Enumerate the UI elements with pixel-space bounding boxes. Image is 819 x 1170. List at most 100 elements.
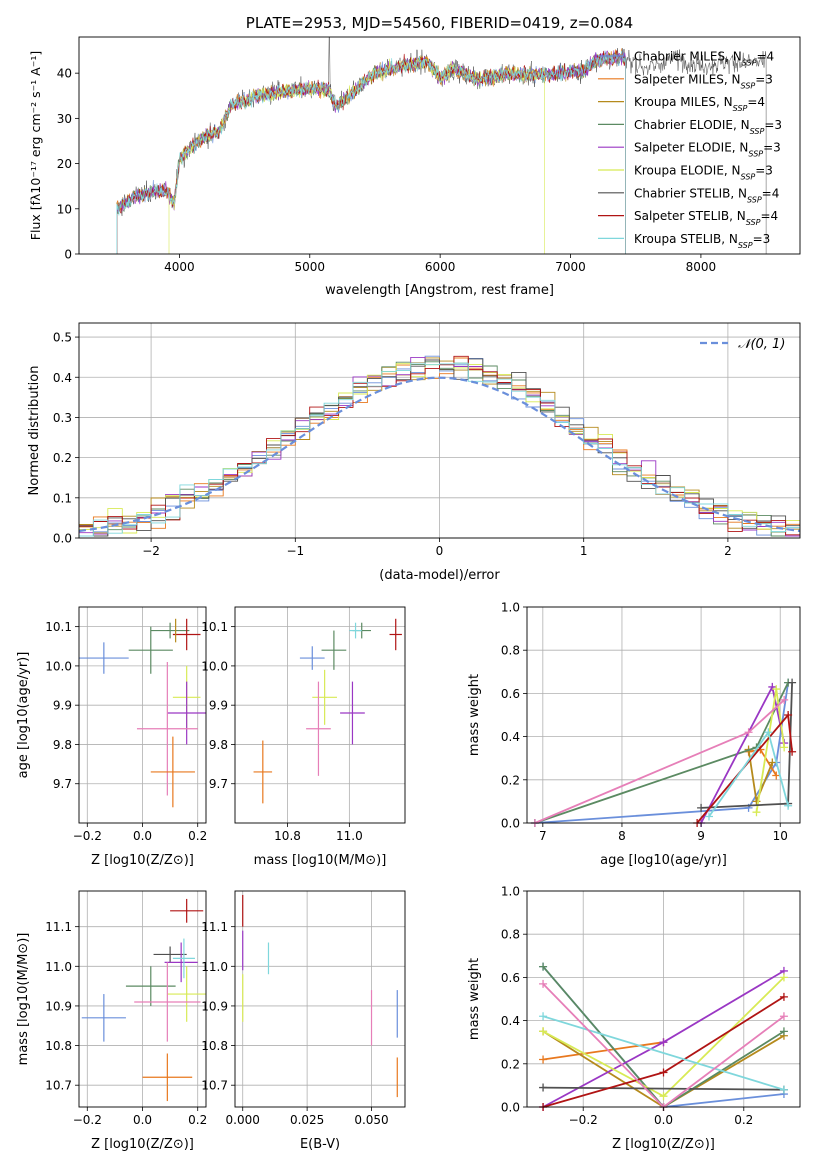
plus-marker — [764, 728, 773, 737]
plus-marker — [788, 747, 797, 756]
plus-marker — [659, 1068, 668, 1077]
legend-label: Kroupa STELIB, NSSP=3 — [634, 232, 770, 250]
y-tick-label: 10.0 — [201, 659, 228, 673]
error-bar-point — [79, 642, 129, 674]
x-tick-label: 7000 — [555, 260, 586, 274]
histograms — [79, 355, 800, 537]
x-axis-label: mass [log10(M/M⊙)] — [254, 853, 387, 868]
y-tick-label: 9.8 — [53, 738, 72, 752]
x-tick-label: 0.2 — [188, 829, 207, 843]
y-tick-label: 0.0 — [53, 532, 72, 546]
plus-marker — [539, 979, 548, 988]
y-tick-label: 0.6 — [501, 971, 520, 985]
legend-label: Salpeter ELODIE, NSSP=3 — [634, 141, 781, 159]
y-tick-label: 0.0 — [501, 817, 520, 831]
y-tick-label: 0.2 — [501, 1057, 520, 1071]
y-tick-label: 9.7 — [209, 777, 228, 791]
x-tick-label: 0.2 — [734, 1113, 753, 1127]
legend-label: Salpeter MILES, NSSP=3 — [634, 72, 773, 90]
y-tick-label: 9.9 — [53, 699, 72, 713]
chart-title: PLATE=2953, MJD=54560, FIBERID=0419, z=0… — [246, 14, 633, 32]
x-axis-label: Z [log10(Z/Z⊙)] — [91, 853, 194, 868]
y-tick-label: 0.2 — [53, 451, 72, 465]
x-tick-label: −0.2 — [73, 829, 102, 843]
x-tick-label: −0.2 — [569, 1113, 598, 1127]
x-axis-label: Z [log10(Z/Z⊙)] — [612, 1137, 715, 1152]
panel-mass-vs-Z: −0.2 0.0 0.2 10.7 10.8 10.9 11.0 11.1 — [45, 890, 207, 1127]
x-tick-label: 1 — [580, 544, 588, 558]
error-bar-point — [340, 681, 365, 745]
plus-marker — [779, 1085, 788, 1094]
plus-marker — [784, 801, 793, 810]
y-tick-label: 0.3 — [53, 411, 72, 425]
y-tick-label: 10.8 — [45, 1039, 72, 1053]
normal-curve — [79, 376, 800, 533]
x-axis-label: Z [log10(Z/Z⊙)] — [91, 1137, 194, 1152]
error-bar-point — [81, 994, 126, 1042]
plus-marker — [788, 678, 797, 687]
error-bar-point — [167, 966, 206, 1022]
legend-label: Chabrier MILES, NSSP=4 — [634, 50, 774, 68]
x-tick-label: −2 — [142, 544, 160, 558]
plus-marker — [539, 962, 548, 971]
legend-label: Kroupa ELODIE, NSSP=3 — [634, 164, 773, 182]
plus-marker — [659, 1038, 668, 1047]
x-tick-label: 4000 — [164, 260, 195, 274]
y-tick-label: 10.9 — [45, 999, 72, 1013]
y-tick-label: 40 — [57, 67, 72, 81]
mass-weight-line — [534, 682, 789, 824]
y-tick-label: 9.7 — [53, 777, 72, 791]
plus-marker — [744, 728, 753, 737]
plus-marker — [659, 1092, 668, 1101]
y-tick-label: 11.0 — [45, 960, 72, 974]
y-axis-label: Normed distribution — [27, 366, 42, 496]
x-tick-label: 0.025 — [290, 1113, 324, 1127]
error-bar-point — [349, 622, 362, 639]
y-tick-label: 11.0 — [201, 960, 228, 974]
error-bar-point — [125, 966, 176, 1006]
error-bar-point — [128, 626, 173, 674]
error-bar-point — [389, 618, 402, 651]
panel-mass-weight-vs-Z: −0.2 0.0 0.2 0.0 0.2 0.4 0.6 0.8 1.0 — [501, 885, 801, 1127]
plus-marker — [697, 803, 706, 812]
plus-marker — [784, 711, 793, 719]
y-tick-label: 9.9 — [209, 699, 228, 713]
y-tick-label: 1.0 — [501, 885, 520, 899]
plus-marker — [539, 1055, 548, 1064]
plus-marker — [780, 695, 789, 704]
legend-label: Kroupa MILES, NSSP=4 — [634, 95, 765, 113]
plus-marker — [539, 1083, 548, 1092]
mass-weight-line — [542, 1041, 664, 1061]
error-bar-point — [170, 898, 204, 923]
axes-frame — [234, 890, 406, 1108]
mass-weight-line — [543, 1086, 784, 1091]
y-tick-label: 1.0 — [501, 601, 520, 615]
legend: Chabrier MILES, NSSP=4 Salpeter MILES, NS… — [598, 50, 782, 250]
axes-frame — [78, 36, 801, 255]
x-tick-label: 0.2 — [188, 1113, 207, 1127]
x-tick-label: 8 — [618, 829, 626, 843]
y-tick-label: 11.1 — [45, 920, 72, 934]
x-tick-label: 2 — [724, 544, 732, 558]
x-tick-label: 6000 — [425, 260, 456, 274]
x-tick-label: 10.8 — [274, 829, 301, 843]
x-tick-label: 11.0 — [336, 829, 363, 843]
legend-label: 𝒩(0, 1) — [738, 337, 785, 352]
y-tick-label: 0.4 — [53, 371, 72, 385]
x-tick-label: −0.2 — [73, 1113, 102, 1127]
error-bar-point — [164, 942, 198, 983]
y-axis-label: mass weight — [467, 958, 482, 1040]
y-tick-label: 9.8 — [209, 738, 228, 752]
error-bar-point — [172, 938, 195, 979]
panel-residuals: −2 −1 0 1 2 0.0 0.1 0.2 0.3 0.4 0.5 𝒩(0, 1) — [53, 322, 801, 558]
histogram-series — [79, 362, 800, 537]
error-bar-point — [172, 618, 201, 651]
y-tick-label: 0.8 — [501, 928, 520, 942]
y-axis-label: Flux [fλ10⁻¹⁷ erg cm⁻² s⁻¹ A⁻¹] — [28, 51, 43, 240]
plus-marker — [779, 992, 788, 1001]
plus-marker — [779, 1027, 788, 1036]
spectrum-lines — [116, 37, 767, 254]
y-tick-label: 0.4 — [501, 730, 520, 744]
y-tick-label: 0.5 — [53, 331, 72, 345]
x-axis-label: age [log10(age/yr)] — [600, 853, 727, 868]
